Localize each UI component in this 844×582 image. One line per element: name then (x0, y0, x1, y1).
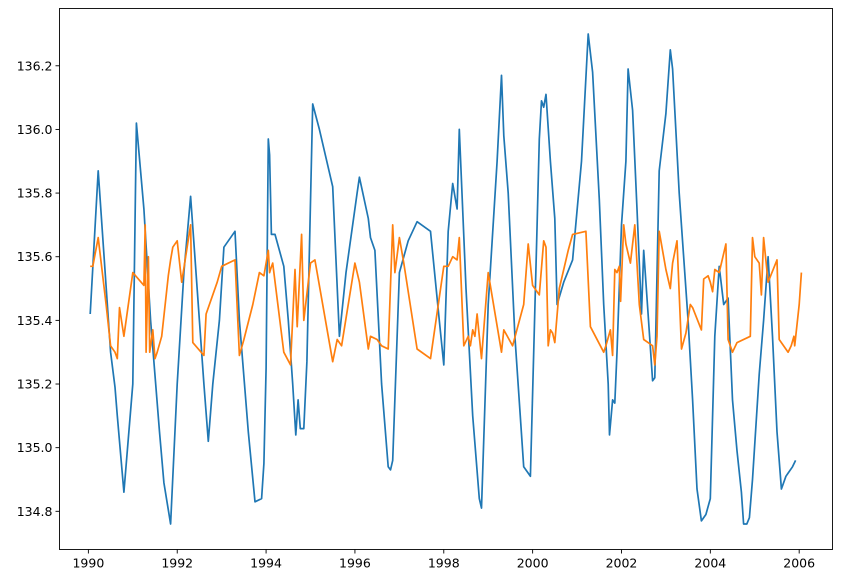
plot-frame (59, 8, 833, 550)
x-axis: 1990 1992 1994 1996 1998 2000 2002 2004 2006 (72, 549, 815, 571)
y-tick-label-3: 135.4 (17, 313, 53, 328)
y-tick-label-5: 135.8 (17, 186, 53, 201)
x-tick-label-3: 1996 (339, 556, 371, 571)
y-tick-label-4: 135.6 (17, 249, 53, 264)
x-tick-label-8: 2006 (783, 556, 815, 571)
y-tick-label-0: 134.8 (17, 504, 53, 519)
series-line-2 (90, 224, 803, 366)
x-tick-label-0: 1990 (72, 556, 104, 571)
x-tick-label-1: 1992 (161, 556, 193, 571)
x-tick-label-2: 1994 (250, 556, 282, 571)
y-tick-label-6: 136.0 (17, 122, 53, 137)
series-layer (89, 33, 803, 525)
y-tick-label-1: 135.0 (17, 440, 53, 455)
series-line-1 (89, 33, 797, 525)
x-tick-label-6: 2002 (606, 556, 638, 571)
x-tick-label-5: 2000 (517, 556, 549, 571)
x-tick-label-7: 2004 (694, 556, 726, 571)
y-axis: 134.8 135.0 135.2 135.4 135.6 135.8 136.0 136.2 (17, 58, 60, 519)
y-tick-label-2: 135.2 (17, 377, 53, 392)
x-tick-label-4: 1998 (428, 556, 460, 571)
y-tick-label-7: 136.2 (17, 58, 53, 73)
